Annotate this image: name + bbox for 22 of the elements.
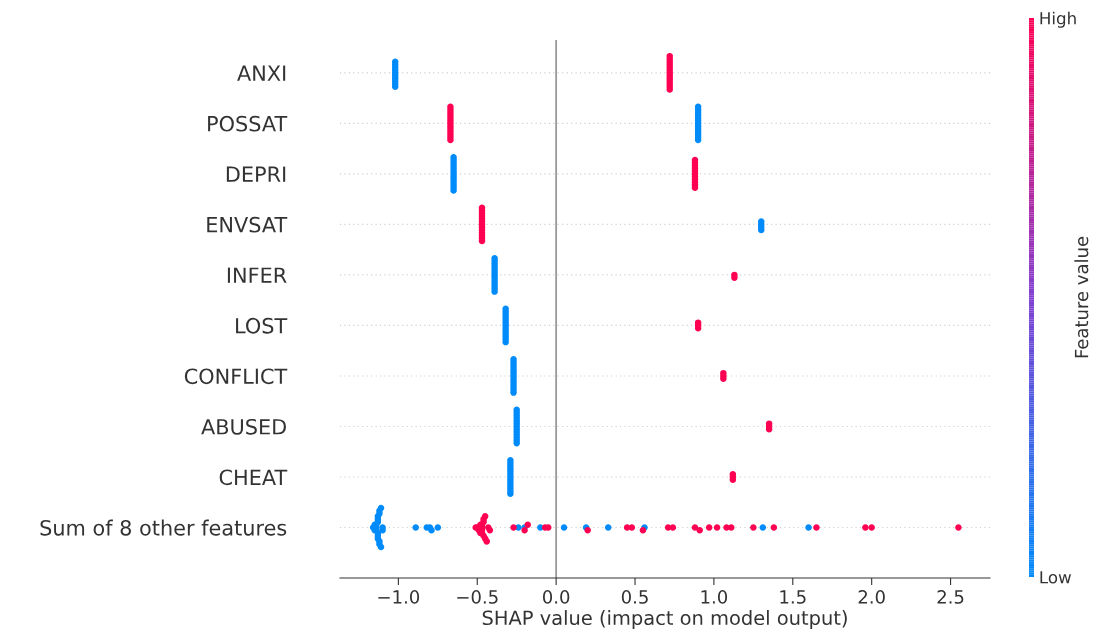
y-tick-label: ENVSAT: [207, 216, 288, 233]
y-tick-label: ABUSED: [201, 418, 286, 435]
y-tick-label: LOST: [236, 317, 288, 334]
y-tick-label: Sum of 8 other features: [40, 519, 287, 536]
y-tick-label: DEPRI: [226, 166, 286, 182]
y-tick-label: CONFLICT: [184, 368, 288, 385]
y-tick-label: POSSAT: [208, 115, 288, 132]
x-tick-label: −1.0: [378, 590, 420, 604]
x-tick-label: −0.5: [457, 590, 498, 604]
x-tick-label: 0.5: [621, 590, 648, 604]
color-bar-title: Feature value: [1074, 236, 1089, 358]
x-tick-label: 2.0: [858, 590, 885, 604]
x-tick-label: 0.0: [542, 590, 570, 604]
y-tick-label: ANXI: [237, 65, 286, 81]
x-tick-label: 2.5: [937, 590, 964, 604]
color-bar-label: Low: [1040, 571, 1071, 584]
color-bar-label: High: [1040, 11, 1076, 28]
x-tick-label: 1.0: [701, 590, 728, 604]
x-tick-label: 1.5: [780, 590, 806, 604]
x-axis-title: SHAP value (impact on model output): [482, 610, 847, 629]
y-tick-label: INFER: [227, 267, 287, 283]
y-tick-label: CHEAT: [219, 469, 288, 486]
